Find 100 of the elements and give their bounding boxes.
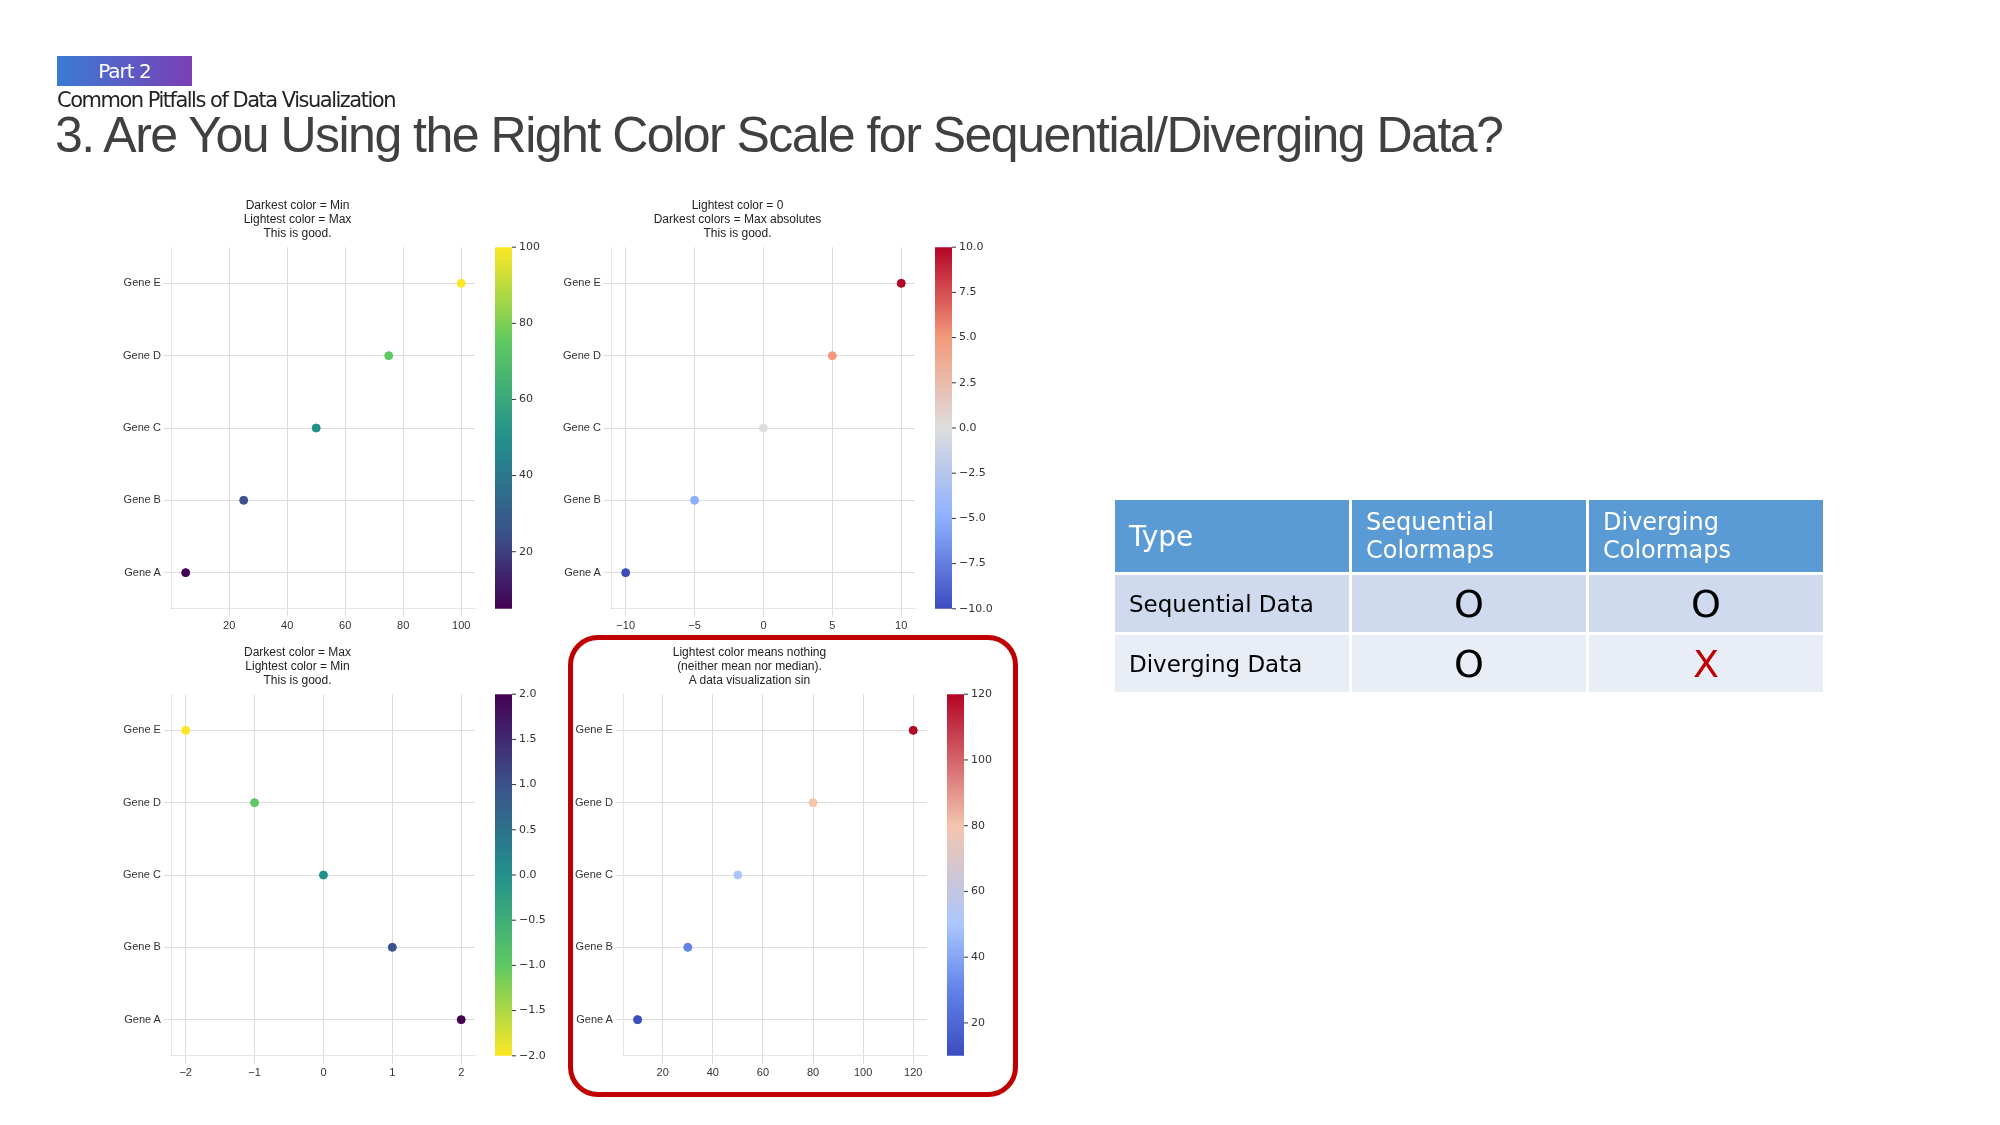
color-bar-label: 20 [519,544,533,558]
point [733,870,743,880]
point [311,423,321,433]
point [908,725,918,735]
color-bar-label: 5.0 [959,330,977,344]
color-bar-label: −1.5 [519,1003,546,1017]
chart-title: Lightest color means nothing (neither mean nor median). A data visualization sin [672,644,827,688]
color-bar-label: 100 [519,240,540,254]
x-tick-label: 60 [339,619,352,632]
color-bar-label: 10.0 [959,240,984,254]
y-tick-label: Gene B [575,940,613,953]
text: O [1352,635,1586,692]
color-bar-label: 7.5 [959,285,977,299]
y-tick-label: Gene A [124,1012,162,1025]
color-bar-label: 60 [519,392,533,406]
color-bar-label: −1.0 [519,958,546,972]
x-tick-label: 20 [223,619,236,632]
y-tick-label: Gene C [562,421,601,434]
chart-title: Darkest color = Min Lightest color = Max This is good. [243,197,352,241]
point [683,942,693,952]
text: Part 2 [57,56,192,86]
text: Sequential Colormaps [1352,500,1586,572]
color-bar-label: −0.5 [519,913,546,927]
color-bar-label: 60 [971,884,985,898]
color-bar-label: 1.0 [519,777,537,791]
point [633,1015,643,1025]
y-tick-label: Gene B [123,940,161,953]
text: O [1589,575,1823,632]
chart-title: Darkest color = Max Lightest color = Min This is good. [243,644,352,688]
y-tick-label: Gene B [123,493,161,506]
color-bar-label: 80 [519,316,533,330]
color-bar-label: −2.0 [519,1048,546,1062]
point [384,351,394,361]
point [250,798,260,808]
point [758,423,768,433]
point [808,798,818,808]
point [387,942,397,952]
point [456,278,466,288]
y-tick-label: Gene D [122,795,161,808]
x-tick-label: 100 [452,619,471,632]
x-tick-label: 2 [458,1066,465,1079]
color-bar-label: 0.5 [519,822,537,836]
x-tick-label: 10 [895,619,908,632]
chart-title: Lightest color = 0 Darkest colors = Max absolutes This is good. [653,197,822,241]
text: Diverging Colormaps [1589,500,1823,572]
y-tick-label: Gene E [575,723,613,736]
y-tick-label: Gene C [122,868,161,881]
x-tick-label: 40 [281,619,294,632]
color-bar-label: 2.5 [959,375,977,389]
color-bar-label: 40 [971,950,985,964]
y-tick-label: Gene A [564,565,602,578]
y-tick-label: Gene D [562,348,601,361]
x-tick-label: −10 [616,619,636,632]
text: Diverging Data [1115,635,1349,692]
text: Type [1115,500,1349,572]
x-tick-label: −2 [179,1066,192,1079]
x-tick-label: 100 [853,1066,873,1079]
x-tick-label: 120 [904,1066,923,1079]
x-tick-label: 60 [756,1066,770,1079]
x-tick-label: 20 [656,1066,669,1079]
x-tick-label: 0 [760,619,767,632]
point [239,495,249,505]
point [456,1015,466,1025]
color-bar-label: −5.0 [959,511,986,525]
y-tick-label: Gene D [574,795,613,808]
point [690,495,700,505]
point [827,351,837,361]
y-tick-label: Gene E [563,276,601,289]
x-tick-label: 0 [320,1066,327,1079]
point [318,870,328,880]
x-tick-label: 80 [397,619,410,632]
color-bar-label: 100 [971,752,992,766]
y-tick-label: Gene B [563,493,601,506]
y-tick-label: Gene D [122,348,161,361]
text: Sequential Data [1115,575,1349,632]
x-tick-label: −1 [248,1066,261,1079]
y-tick-label: Gene C [574,868,613,881]
point [896,278,906,288]
y-tick-label: Gene E [123,276,161,289]
x-tick-label: 1 [389,1066,396,1079]
point [181,568,191,578]
color-bar-label: 20 [971,1015,985,1029]
text: O [1352,575,1586,632]
y-tick-label: Gene C [122,421,161,434]
x-tick-label: 80 [806,1066,820,1079]
point [181,725,191,735]
color-bar-label: 0.0 [519,867,537,881]
color-bar-label: 0.0 [959,420,977,434]
y-tick-label: Gene E [123,723,161,736]
color-bar-label: −2.5 [959,466,986,480]
color-bar-label: 40 [519,468,533,482]
y-tick-label: Gene A [124,565,162,578]
x-tick-label: 5 [829,619,836,632]
y-tick-label: Gene A [576,1012,614,1025]
x-tick-label: −5 [688,619,701,632]
color-bar-label: 120 [971,687,992,701]
color-bar-label: 2.0 [519,687,537,701]
color-bar-label: 1.5 [519,732,537,746]
color-bar-label: 80 [971,818,985,832]
color-bar-label: −7.5 [959,556,986,570]
